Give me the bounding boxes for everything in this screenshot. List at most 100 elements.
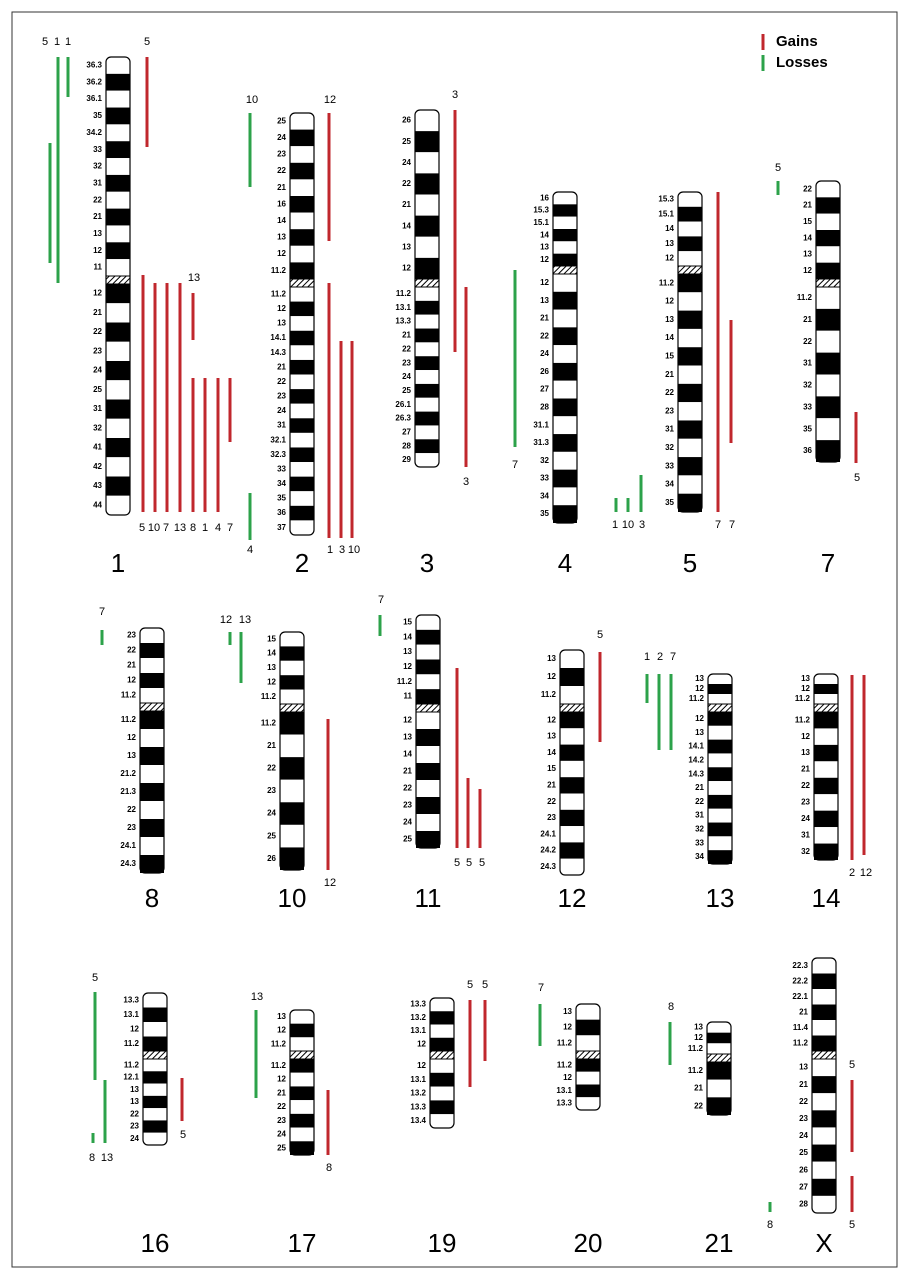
- band-label: 21: [93, 308, 102, 317]
- band-block: [678, 420, 702, 438]
- band-block: [106, 242, 130, 259]
- case-label: 5: [479, 857, 485, 869]
- centromere: [708, 704, 732, 712]
- case-label: 7: [512, 459, 518, 471]
- band-label: 13: [665, 315, 674, 324]
- band-label: 21: [799, 1080, 808, 1089]
- band-label: 11.2: [797, 293, 813, 302]
- band-block: [415, 425, 439, 439]
- band-label: 12: [93, 289, 102, 298]
- band-label: 13: [277, 233, 286, 242]
- band-block: [560, 728, 584, 744]
- band-block: [430, 1059, 454, 1073]
- band-label: 11: [94, 263, 103, 272]
- band-block: [106, 141, 130, 158]
- band-block: [415, 195, 439, 216]
- case-label: 4: [247, 544, 253, 556]
- band-label: 22: [402, 344, 411, 353]
- band-label: 13: [540, 243, 549, 252]
- band-label: 12: [130, 1024, 139, 1033]
- band-label: 21: [801, 765, 810, 774]
- band-label: 11: [404, 692, 413, 701]
- band-label: 12: [127, 733, 136, 742]
- band-block: [553, 204, 577, 216]
- case-label: 12: [220, 614, 232, 626]
- band-block: [416, 831, 440, 848]
- centromere: [814, 704, 838, 712]
- band-block: [430, 1025, 454, 1038]
- band-block: [106, 158, 130, 175]
- band-block: [430, 1073, 454, 1087]
- chromosome-name: 21: [705, 1228, 734, 1258]
- band-block: [816, 181, 840, 197]
- band-block: [290, 262, 314, 279]
- band-label: 34: [277, 479, 286, 488]
- band-label: 21: [402, 200, 411, 209]
- band-label: 21: [277, 1088, 286, 1097]
- band-label: 21: [799, 1007, 808, 1016]
- case-label: 3: [639, 519, 645, 531]
- band-block: [812, 989, 836, 1005]
- band-block: [290, 246, 314, 263]
- band-block: [560, 859, 584, 875]
- band-label: 24: [403, 818, 412, 827]
- band-label: 12: [563, 1023, 572, 1032]
- band-label: 22: [665, 388, 674, 397]
- band-block: [708, 712, 732, 726]
- band-label: 22: [803, 184, 812, 193]
- band-label: 34: [695, 852, 704, 861]
- band-label: 21: [402, 331, 411, 340]
- band-block: [678, 384, 702, 402]
- band-block: [814, 761, 838, 777]
- band-block: [576, 1097, 600, 1110]
- band-label: 24.3: [120, 859, 136, 868]
- legend-label: Gains: [776, 33, 818, 50]
- band-block: [553, 381, 577, 399]
- centromere: [430, 1051, 454, 1059]
- band-block: [576, 1035, 600, 1051]
- band-label: 16: [277, 199, 286, 208]
- band-block: [560, 777, 584, 793]
- band-label: 15.1: [658, 209, 674, 218]
- band-block: [290, 1086, 314, 1100]
- band-block: [290, 316, 314, 331]
- band-block: [290, 213, 314, 230]
- band-label: 23: [547, 813, 556, 822]
- case-label: 7: [227, 522, 233, 534]
- band-block: [553, 274, 577, 292]
- band-label: 13.2: [410, 1013, 426, 1022]
- band-label: 26.1: [395, 400, 411, 409]
- band-block: [707, 1043, 731, 1054]
- band-label: 13: [277, 319, 286, 328]
- band-label: 11.2: [793, 1038, 809, 1047]
- band-block: [816, 246, 840, 262]
- band-label: 32: [93, 162, 102, 171]
- chromosome-name: 16: [141, 1228, 170, 1258]
- band-block: [816, 353, 840, 375]
- band-label: 23: [130, 1122, 139, 1131]
- band-block: [553, 416, 577, 434]
- band-block: [812, 1076, 836, 1093]
- band-block: [678, 292, 702, 310]
- band-block: [290, 1010, 314, 1024]
- band-label: 24: [130, 1134, 139, 1143]
- band-block: [416, 630, 440, 645]
- band-label: 23: [799, 1114, 808, 1123]
- band-label: 15: [665, 351, 674, 360]
- band-block: [280, 780, 304, 803]
- band-block: [814, 794, 838, 810]
- band-label: 13: [403, 647, 412, 656]
- band-label: 11.2: [541, 690, 557, 699]
- band-label: 33: [93, 145, 102, 154]
- band-block: [106, 361, 130, 380]
- band-label: 14.2: [688, 755, 704, 764]
- band-block: [106, 259, 130, 276]
- band-block: [812, 1127, 836, 1144]
- band-label: 12: [801, 684, 810, 693]
- case-label: 5: [92, 972, 98, 984]
- band-label: 14: [277, 216, 286, 225]
- band-block: [106, 303, 130, 322]
- centromere: [106, 276, 130, 284]
- band-label: 13: [540, 296, 549, 305]
- band-label: 11.2: [688, 1044, 704, 1053]
